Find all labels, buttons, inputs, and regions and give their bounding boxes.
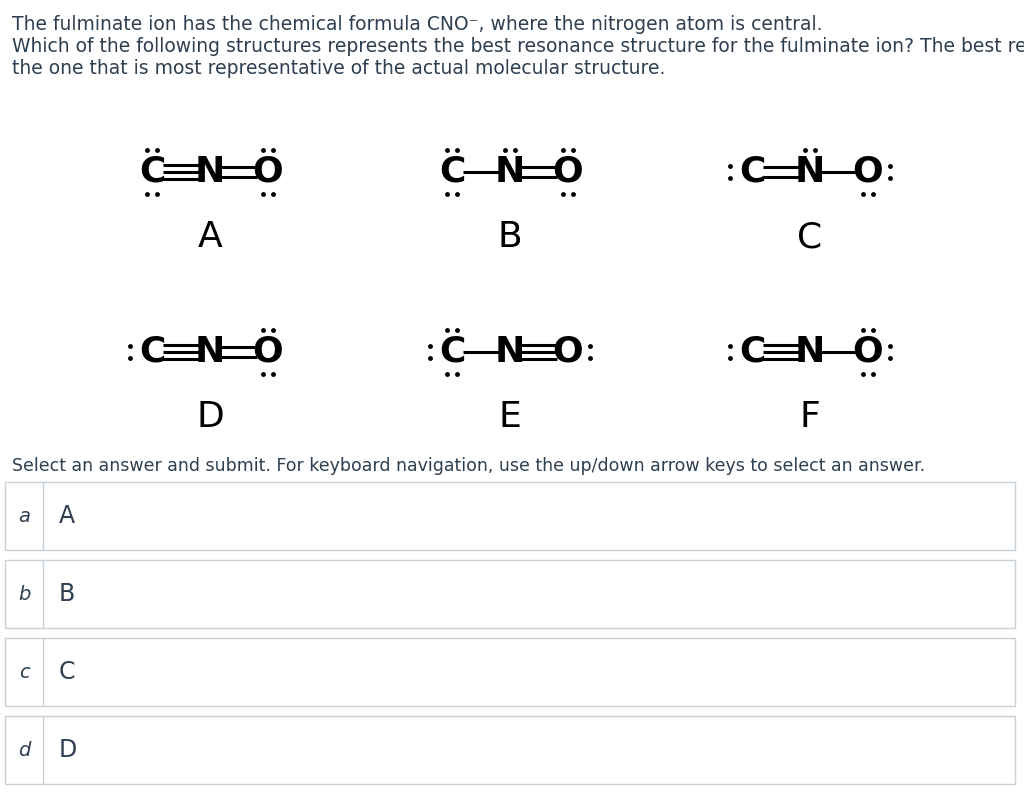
Text: O: O: [253, 155, 284, 189]
Text: N: N: [495, 155, 525, 189]
Text: C: C: [439, 155, 465, 189]
Text: F: F: [800, 400, 820, 434]
Text: O: O: [253, 335, 284, 369]
Text: N: N: [795, 335, 825, 369]
Text: D: D: [197, 400, 224, 434]
Text: A: A: [59, 504, 75, 528]
Text: O: O: [853, 155, 884, 189]
Text: Which of the following structures represents the best resonance structure for th: Which of the following structures repres…: [12, 37, 1024, 56]
Text: N: N: [495, 335, 525, 369]
Bar: [5, 638, 1015, 706]
Text: a: a: [18, 507, 30, 526]
Text: Select an answer and submit. For keyboard navigation, use the up/down arrow keys: Select an answer and submit. For keyboar…: [12, 457, 925, 475]
Text: d: d: [17, 741, 30, 760]
Text: c: c: [18, 662, 30, 681]
Text: C: C: [59, 660, 76, 684]
Text: A: A: [198, 220, 222, 254]
Bar: [5, 482, 1015, 550]
Text: C: C: [139, 155, 165, 189]
Text: B: B: [498, 220, 522, 254]
Bar: [5, 560, 1015, 628]
Text: D: D: [59, 738, 77, 762]
Text: O: O: [553, 155, 584, 189]
Text: E: E: [499, 400, 521, 434]
Text: C: C: [139, 335, 165, 369]
Bar: [5, 716, 1015, 784]
Text: N: N: [795, 155, 825, 189]
Text: C: C: [439, 335, 465, 369]
Text: b: b: [17, 584, 30, 604]
Text: C: C: [738, 335, 765, 369]
Text: O: O: [553, 335, 584, 369]
Text: The fulminate ion has the chemical formula CNO⁻, where the nitrogen atom is cent: The fulminate ion has the chemical formu…: [12, 15, 822, 34]
Text: B: B: [59, 582, 75, 606]
Text: O: O: [853, 335, 884, 369]
Text: N: N: [195, 335, 225, 369]
Text: C: C: [738, 155, 765, 189]
Text: the one that is most representative of the actual molecular structure.: the one that is most representative of t…: [12, 59, 666, 78]
Text: C: C: [798, 220, 822, 254]
Text: N: N: [195, 155, 225, 189]
